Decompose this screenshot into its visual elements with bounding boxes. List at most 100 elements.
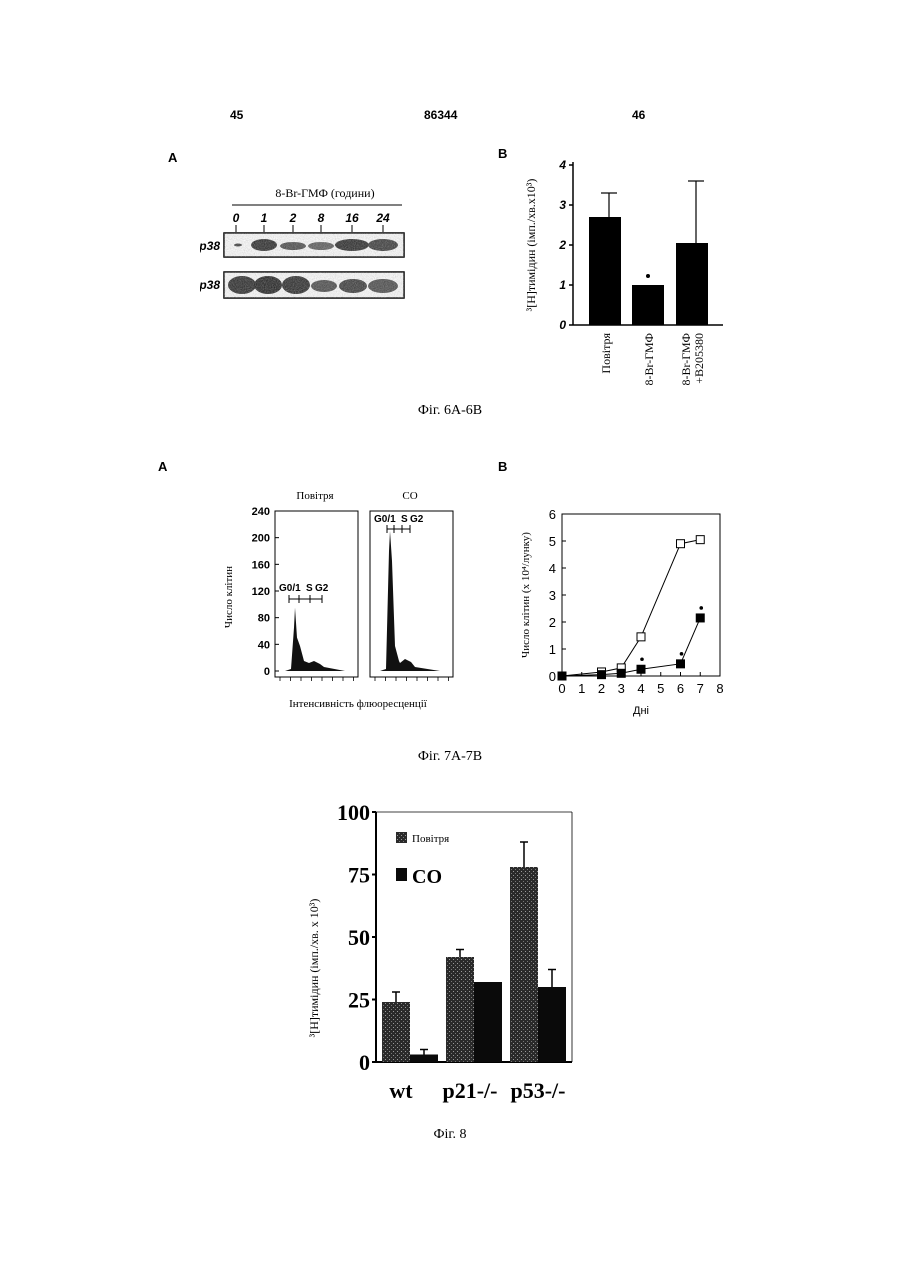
fig6b-xlabel: 8-Br-ГМФ — [642, 333, 656, 386]
fig6b-significance-marker — [646, 274, 650, 278]
fig6b-ytick-label: 4 — [558, 158, 566, 172]
fig7b-ytick-label: 6 — [549, 507, 556, 522]
fig7a-co-histogram — [380, 531, 440, 671]
fig6a-western-blot: 8-Br-ГМФ (години) 01281624 p-p38 p38 — [200, 175, 440, 310]
fig7a-air-histogram — [285, 608, 345, 671]
fig7b-xtick-label: 4 — [637, 681, 644, 696]
fig8-xlabel-wt: wt — [389, 1078, 413, 1103]
fig7a-air-frame — [275, 511, 358, 677]
fig6a-time-label: 16 — [345, 211, 359, 225]
fig7b-xtick-label: 1 — [578, 681, 585, 696]
fig6b-bar — [632, 285, 664, 325]
fig6b-xlabel: Повітря — [599, 333, 613, 374]
fig7a-ytick-label: 240 — [252, 506, 270, 518]
patent-number: 86344 — [424, 108, 457, 122]
fig8-xlabel-p53: p53-/- — [511, 1078, 566, 1103]
fig6-caption: Фіг. 6А-6В — [0, 403, 900, 419]
fig7a-ytick-label: 200 — [252, 533, 270, 545]
fig6b-ytick-label: 0 — [559, 318, 566, 332]
fig6a-time-label: 24 — [375, 211, 390, 225]
fig7a-ytick-label: 120 — [252, 586, 270, 598]
fig7b-xtick-label: 0 — [558, 681, 565, 696]
fig6b-xlabel: +B205380 — [692, 333, 706, 384]
fig6a-band-label-p38: p38 — [200, 278, 220, 292]
fig6a-p38-bands — [224, 272, 404, 298]
fig7a-ylabel: Число клітин — [223, 566, 235, 628]
fig8-caption: Фіг. 8 — [0, 1127, 900, 1143]
fig8-ytick-label: 100 — [337, 800, 370, 825]
fig7a-air-gates: G0/1 S G2 — [279, 583, 329, 603]
fig7a-air-gate-g2: G2 — [315, 583, 329, 594]
fig7a-air-gate-g01: G0/1 — [279, 583, 301, 594]
fig7a-xlabel: Інтенсивність флюоресценції — [289, 698, 428, 710]
fig8-bar — [446, 957, 474, 1062]
fig6a-panel-label: A — [168, 150, 177, 165]
fig7b-data-point — [696, 536, 704, 544]
fig8-legend-swatch-co — [396, 868, 407, 881]
fig7b-data-point — [637, 633, 645, 641]
fig7a-co-frame — [370, 511, 453, 677]
fig7b-data-point — [677, 540, 685, 548]
fig7b-ytick-label: 1 — [549, 642, 556, 657]
fig7b-data-point — [598, 671, 606, 679]
fig6b-xlabel: 8-Br-ГМФ — [679, 333, 693, 386]
fig7a-ytick-label: 160 — [252, 559, 270, 571]
fig7b-ylabel: Число клітин (х 10⁴/лунку) — [520, 532, 532, 658]
fig7b-xtick-label: 6 — [677, 681, 684, 696]
fig7b-xtick-label: 3 — [618, 681, 625, 696]
fig7b-significance-marker — [699, 606, 703, 610]
fig6b-ytick-label: 2 — [558, 238, 566, 252]
fig8-bar — [382, 1002, 410, 1062]
fig7a-ytick-label: 40 — [258, 639, 270, 651]
fig7b-series-line — [562, 540, 700, 676]
fig8-ytick-label: 75 — [348, 863, 370, 888]
fig7b-significance-marker — [680, 652, 684, 656]
fig8-xlabel-p21: p21-/- — [443, 1078, 498, 1103]
fig7a-co-gates: G0/1 S G2 — [374, 514, 424, 533]
fig7b-xlabel: Дні — [633, 705, 649, 717]
fig7b-ytick-label: 2 — [549, 615, 556, 630]
fig8-bar — [410, 1055, 438, 1063]
fig7b-chart: Число клітин (х 10⁴/лунку) 0123456 01234… — [515, 500, 735, 720]
fig6b-ytick-label: 3 — [559, 198, 566, 212]
fig8-chart: ³[H]тимідин (імп./хв. х 10³) 0255075100 … — [300, 798, 590, 1123]
fig7b-data-point — [617, 669, 625, 677]
fig7a-co-gate-g2: G2 — [410, 514, 424, 525]
fig8-legend-co: CO — [412, 866, 442, 888]
fig6a-band-label-pp38: p-p38 — [200, 239, 220, 253]
fig7a-air-gate-s: S — [306, 583, 313, 594]
fig7b-data-point — [637, 665, 645, 673]
fig7b-ytick-label: 0 — [549, 669, 556, 684]
fig8-ylabel: ³[H]тимідин (імп./хв. х 10³) — [307, 899, 321, 1038]
fig7b-data-point — [558, 672, 566, 680]
fig6a-time-label: 0 — [233, 211, 240, 225]
fig7a-panel-label: A — [158, 459, 167, 474]
fig7a-title-co: CO — [402, 490, 417, 502]
fig7b-xtick-label: 7 — [697, 681, 704, 696]
fig7-caption: Фіг. 7А-7В — [0, 749, 900, 765]
fig6a-time-labels: 01281624 — [233, 211, 390, 225]
fig7b-significance-marker — [640, 657, 644, 661]
fig7a-chart: Повітря CO Число клітин 0408012016020024… — [218, 485, 468, 715]
fig7b-xtick-label: 2 — [598, 681, 605, 696]
fig6a-pp38-bands — [224, 233, 404, 257]
fig6b-bar — [589, 217, 621, 325]
fig8-bar — [538, 987, 566, 1062]
fig6a-time-label: 2 — [289, 211, 297, 225]
right-page-number: 46 — [632, 108, 645, 122]
fig8-ytick-label: 0 — [359, 1050, 370, 1075]
fig7b-ytick-label: 3 — [549, 588, 556, 603]
fig8-bar — [474, 982, 502, 1062]
fig7b-xtick-label: 8 — [716, 681, 723, 696]
fig6a-time-label: 8 — [318, 211, 325, 225]
fig7b-ytick-label: 5 — [549, 534, 556, 549]
fig7a-ytick-label: 80 — [258, 613, 270, 625]
fig6b-bar — [676, 243, 708, 325]
fig7a-ytick-label: 0 — [264, 666, 270, 678]
fig8-ytick-label: 50 — [348, 925, 370, 950]
fig7a-co-gate-g01: G0/1 — [374, 514, 396, 525]
fig7b-xtick-label: 5 — [657, 681, 664, 696]
fig6a-title: 8-Br-ГМФ (години) — [275, 186, 374, 200]
fig8-bar — [510, 867, 538, 1062]
fig6b-ylabel: ³[H]тимідин (імп./хв.х10³) — [524, 179, 538, 312]
